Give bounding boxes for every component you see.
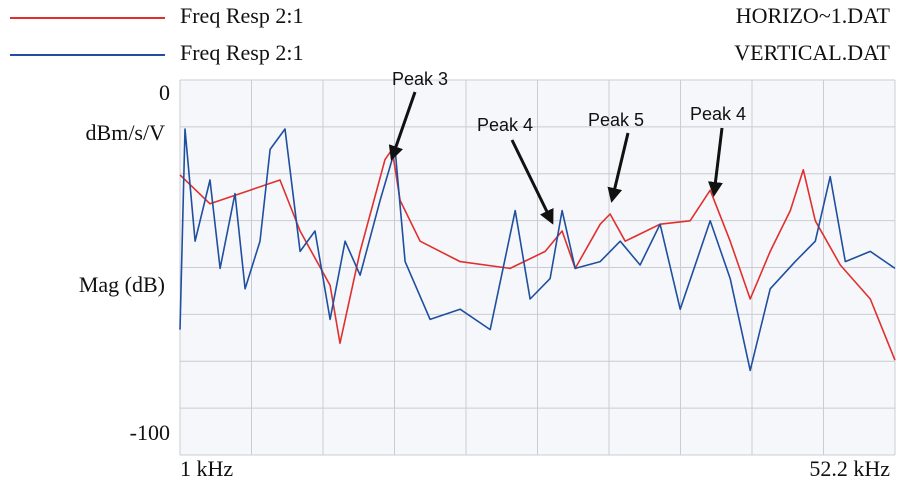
legend-label: Freq Resp 2:1 xyxy=(180,40,303,65)
annotation-label: Peak 3 xyxy=(392,69,448,89)
x-tick-label: 52.2 kHz xyxy=(809,456,890,481)
y-tick-label: 0 xyxy=(159,80,170,105)
legend-file: VERTICAL.DAT xyxy=(734,40,890,65)
annotation-label: Peak 4 xyxy=(690,104,746,124)
annotation-arrow xyxy=(510,139,554,225)
y-axis-unit: dBm/s/V xyxy=(86,120,166,145)
annotation-arrow xyxy=(388,91,417,161)
y-tick-label: -100 xyxy=(130,420,170,445)
series-line xyxy=(179,128,896,372)
annotation-arrow xyxy=(607,132,630,203)
legend-file: HORIZO~1.DAT xyxy=(736,3,891,28)
legend-label: Freq Resp 2:1 xyxy=(180,3,303,28)
series-line xyxy=(179,148,896,361)
annotation-label: Peak 4 xyxy=(477,115,533,135)
y-axis-label: Mag (dB) xyxy=(79,272,165,297)
annotation-label: Peak 5 xyxy=(588,110,644,130)
x-tick-label: 1 kHz xyxy=(180,456,233,481)
annotation-arrow xyxy=(707,127,724,197)
